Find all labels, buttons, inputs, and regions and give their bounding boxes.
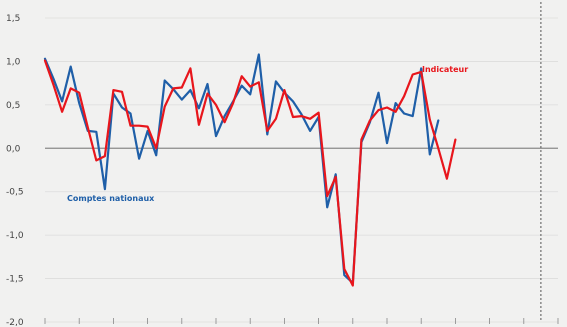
annotation-indicateur: Indicateur bbox=[422, 65, 468, 74]
y-tick-label: 1,5 bbox=[6, 14, 20, 24]
y-tick-label: 1,0 bbox=[6, 57, 21, 67]
y-tick-label: -0,5 bbox=[6, 188, 24, 198]
series-line-indicateur bbox=[43, 59, 457, 287]
y-tick-label: -2,0 bbox=[6, 318, 24, 327]
annotation-comptes-nationaux: Comptes nationaux bbox=[67, 194, 155, 203]
y-tick-label: 0,0 bbox=[6, 144, 21, 154]
y-tick-label: -1,0 bbox=[6, 231, 24, 241]
series-line-comptes-nationaux bbox=[43, 53, 440, 284]
y-tick-label: -1,5 bbox=[6, 275, 24, 285]
y-tick-label: 0,5 bbox=[6, 101, 20, 111]
